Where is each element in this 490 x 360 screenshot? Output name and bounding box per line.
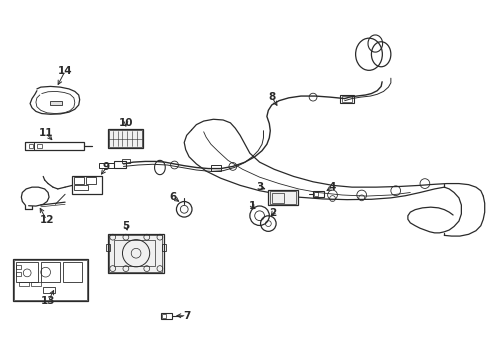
Bar: [86, 177, 96, 184]
Bar: [313, 192, 324, 197]
Bar: [122, 159, 130, 163]
Text: 9: 9: [103, 162, 110, 172]
Bar: [114, 161, 126, 168]
Bar: [19, 282, 28, 286]
Bar: [99, 163, 114, 168]
Bar: [314, 192, 318, 197]
Bar: [43, 287, 55, 293]
Text: 13: 13: [41, 296, 55, 306]
Bar: [25, 143, 84, 150]
Text: 14: 14: [58, 66, 73, 76]
Bar: [17, 262, 38, 282]
Text: 3: 3: [256, 182, 263, 192]
Text: 6: 6: [170, 192, 177, 202]
Bar: [16, 265, 22, 269]
Bar: [109, 235, 162, 272]
Bar: [108, 234, 164, 273]
Bar: [114, 240, 155, 266]
Bar: [28, 144, 33, 148]
Text: 7: 7: [183, 311, 190, 321]
Bar: [63, 262, 82, 282]
Bar: [14, 260, 87, 300]
Bar: [162, 314, 166, 318]
Bar: [340, 95, 354, 103]
Bar: [74, 177, 84, 184]
Bar: [270, 191, 296, 204]
Bar: [37, 144, 42, 148]
Bar: [342, 96, 352, 102]
Bar: [25, 142, 34, 150]
Bar: [269, 190, 297, 205]
Bar: [49, 101, 62, 105]
Bar: [31, 282, 41, 286]
Text: 4: 4: [329, 182, 336, 192]
Bar: [162, 244, 166, 251]
Bar: [108, 129, 143, 148]
Text: 11: 11: [38, 128, 53, 138]
Bar: [41, 262, 60, 282]
Text: 5: 5: [122, 221, 129, 231]
Bar: [211, 165, 220, 171]
Bar: [16, 272, 22, 276]
Bar: [272, 193, 284, 203]
Bar: [13, 259, 88, 301]
Text: 10: 10: [119, 118, 133, 128]
Text: 12: 12: [39, 215, 54, 225]
Bar: [74, 185, 88, 190]
Bar: [109, 130, 142, 147]
Bar: [106, 244, 110, 251]
Bar: [161, 313, 172, 319]
Text: 1: 1: [248, 201, 256, 211]
Bar: [73, 176, 101, 194]
Text: 8: 8: [268, 92, 275, 102]
Text: 2: 2: [270, 208, 277, 218]
